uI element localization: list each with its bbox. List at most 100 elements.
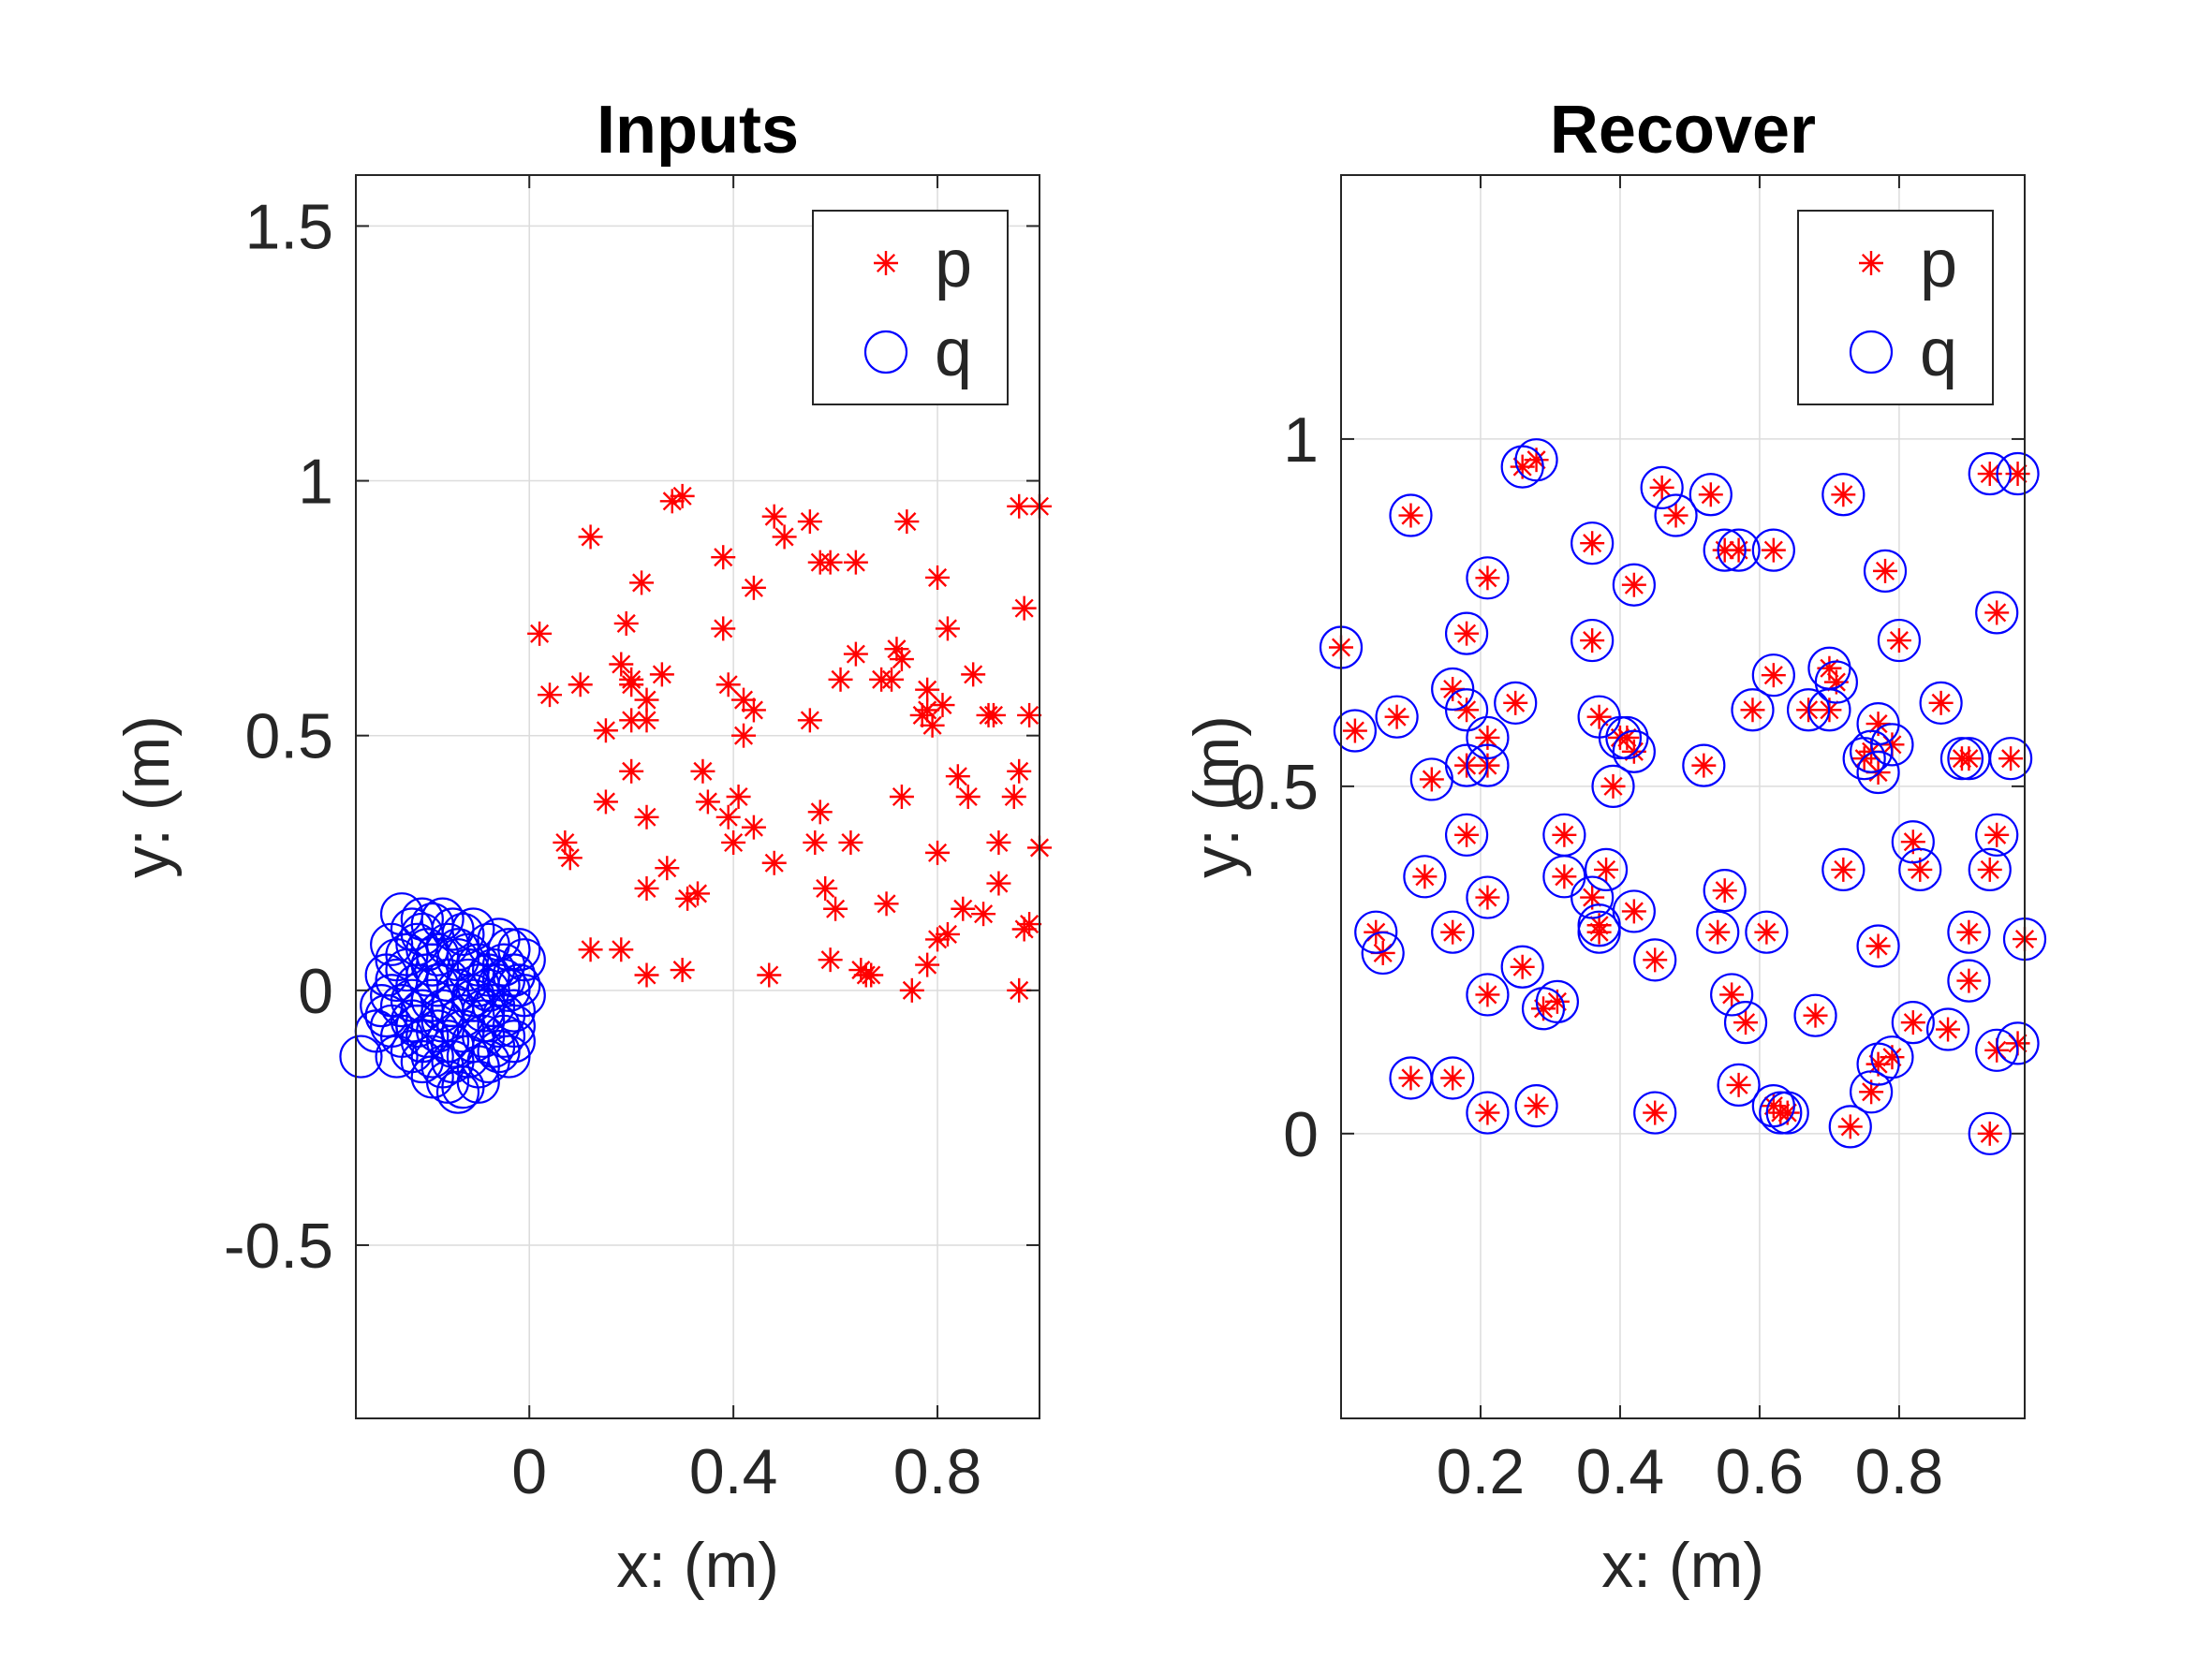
data-point-p [619, 708, 644, 733]
data-point-p [1984, 822, 2010, 847]
data-point-p [1454, 621, 1480, 646]
y-axis-label: y: (m) [1181, 715, 1252, 878]
data-point-p-stroke [841, 832, 861, 853]
data-point-p [1803, 1003, 1828, 1028]
data-point-p-stroke [1694, 756, 1714, 775]
data-point-q [410, 943, 454, 987]
x-tick-label: 0.6 [1716, 1436, 1805, 1507]
data-point-q [477, 1004, 521, 1049]
data-point-q [1521, 987, 1566, 1031]
data-point-p [981, 702, 1006, 727]
data-point-q [1535, 979, 1580, 1023]
data-point-q [1612, 563, 1656, 607]
data-point-p-stroke [1722, 985, 1742, 1005]
data-point-p-stroke [922, 715, 942, 735]
data-point-p [961, 662, 986, 687]
data-point-q [1717, 1063, 1761, 1107]
data-point-p-stroke [1603, 776, 1623, 796]
data-point-p-stroke [581, 527, 600, 547]
data-point-q [1925, 1007, 1970, 1051]
x-tick-label: 0.4 [689, 1436, 778, 1507]
data-point-p [1017, 912, 1042, 937]
data-point-q [425, 1060, 470, 1104]
data-point-p-stroke [733, 726, 754, 745]
data-point-q [395, 1004, 439, 1049]
data-point-q [1765, 1091, 1809, 1135]
data-point-p-stroke [744, 578, 763, 597]
data-point-q [1968, 1111, 2012, 1155]
data-point-q [1591, 764, 1635, 808]
data-point-q [1793, 993, 1837, 1037]
data-point-p-stroke [1401, 1068, 1421, 1088]
data-point-p [1384, 704, 1409, 729]
x-axis-label: x: (m) [1601, 1530, 1764, 1601]
data-point-p-stroke [928, 843, 948, 862]
data-point-p [1886, 628, 1911, 653]
data-point-p [879, 667, 905, 692]
data-point-p [1705, 919, 1731, 945]
x-tick-label: 0 [511, 1436, 547, 1507]
data-point-q [1633, 938, 1677, 982]
data-point-q [1514, 438, 1558, 482]
data-point-q [364, 993, 408, 1038]
series-q [1319, 438, 2047, 1155]
data-point-q [1891, 1001, 1935, 1045]
data-point-p-stroke [1457, 624, 1477, 643]
data-point-p [1017, 702, 1042, 727]
data-point-p-stroke [958, 786, 978, 807]
data-point-p-stroke [1004, 786, 1024, 807]
data-point-p [731, 723, 757, 748]
data-point-q [1703, 869, 1747, 913]
data-point-q [1842, 737, 1886, 781]
data-point-q [1444, 688, 1489, 732]
data-point-p-stroke [826, 899, 846, 918]
data-point-q [1751, 653, 1795, 697]
data-point-p-stroke [1980, 463, 1999, 484]
data-point-p-stroke [1959, 922, 1979, 942]
data-point-p-stroke [933, 695, 952, 715]
data-point-p-stroke [764, 507, 784, 526]
data-point-p-stroke [1882, 735, 1902, 755]
data-point-p [955, 785, 981, 809]
data-point-p [629, 570, 655, 595]
data-point-p [1007, 493, 1032, 519]
data-point-p-stroke [1589, 916, 1609, 935]
data-point-p [874, 891, 899, 917]
data-point-q [451, 974, 495, 1018]
y-tick-label: 1 [298, 447, 333, 518]
data-point-q [1542, 855, 1586, 899]
y-tick-label: 1.5 [244, 191, 333, 262]
data-point-p-stroke [1401, 506, 1421, 525]
data-point-p-stroke [1583, 534, 1602, 553]
data-point-p [1475, 982, 1500, 1007]
data-point-p [894, 509, 920, 535]
data-point-p-stroke [928, 567, 948, 588]
data-point-p-stroke [937, 924, 957, 944]
legend-box [812, 210, 1009, 405]
data-point-q [1494, 681, 1538, 725]
data-point-p-stroke [1882, 1048, 1902, 1067]
data-point-p [1740, 697, 1765, 723]
data-point-p [1873, 558, 1898, 583]
recover-axes: 0.2 0.4 0.6 0.8 0 0.5 1 Recover x: (m) y: (m) pq [1181, 93, 2047, 1601]
data-point-q [446, 947, 490, 992]
data-point-p-stroke [637, 965, 656, 985]
data-point-p-stroke [1443, 679, 1463, 699]
data-point-q [1731, 688, 1775, 732]
data-point-p [986, 871, 1011, 896]
data-point-p-stroke [1959, 971, 1979, 991]
data-point-p [1977, 857, 2002, 882]
data-point-p-stroke [1443, 922, 1463, 942]
data-point-p-stroke [622, 675, 641, 695]
data-point-q [1389, 493, 1433, 537]
data-point-p [1600, 773, 1626, 799]
data-point-p [889, 785, 914, 809]
data-point-q [1856, 1042, 1900, 1086]
data-point-p [1475, 885, 1500, 910]
data-point-p-stroke [1763, 666, 1783, 685]
data-point-q [1821, 473, 1865, 517]
data-point-q [1751, 1084, 1795, 1128]
data-point-q [1682, 743, 1726, 787]
data-point-p-stroke [1415, 867, 1435, 887]
